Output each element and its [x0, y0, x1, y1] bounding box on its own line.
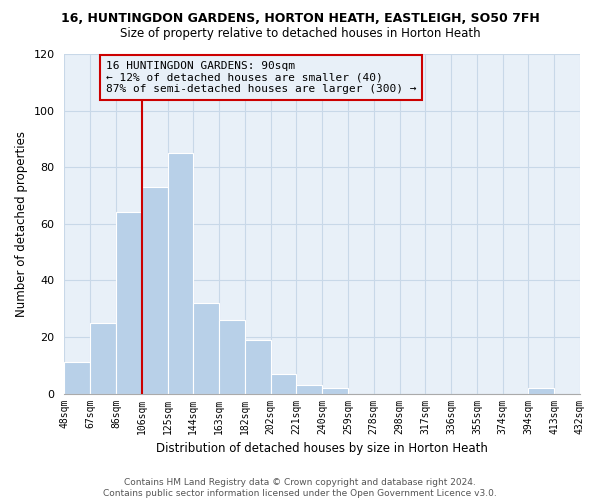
Bar [322, 388, 348, 394]
Bar [219, 320, 245, 394]
Text: 16, HUNTINGDON GARDENS, HORTON HEATH, EASTLEIGH, SO50 7FH: 16, HUNTINGDON GARDENS, HORTON HEATH, EA… [61, 12, 539, 26]
Bar [90, 323, 116, 394]
Bar [271, 374, 296, 394]
Text: 16 HUNTINGDON GARDENS: 90sqm
← 12% of detached houses are smaller (40)
87% of se: 16 HUNTINGDON GARDENS: 90sqm ← 12% of de… [106, 61, 416, 94]
Text: Contains HM Land Registry data © Crown copyright and database right 2024.
Contai: Contains HM Land Registry data © Crown c… [103, 478, 497, 498]
Bar [529, 388, 554, 394]
Bar [116, 212, 142, 394]
Bar [245, 340, 271, 394]
Bar [64, 362, 90, 394]
Y-axis label: Number of detached properties: Number of detached properties [15, 131, 28, 317]
Bar [193, 303, 219, 394]
Bar [296, 385, 322, 394]
Text: Size of property relative to detached houses in Horton Heath: Size of property relative to detached ho… [119, 28, 481, 40]
Bar [142, 187, 167, 394]
Bar [167, 153, 193, 394]
X-axis label: Distribution of detached houses by size in Horton Heath: Distribution of detached houses by size … [156, 442, 488, 455]
